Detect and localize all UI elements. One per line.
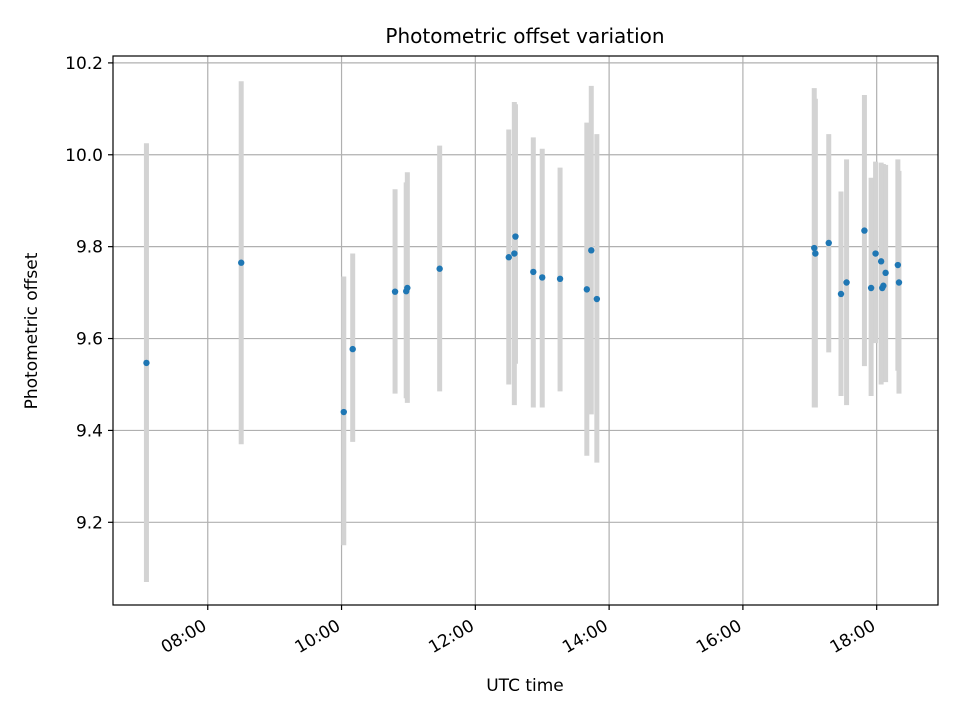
point-layer	[143, 227, 903, 416]
data-point	[238, 259, 245, 266]
data-point	[511, 250, 518, 257]
x-tick-label: 08:00	[158, 616, 210, 658]
y-axis-label: Photometric offset	[22, 252, 42, 409]
chart-title: Photometric offset variation	[385, 24, 664, 48]
x-tick-label: 18:00	[827, 616, 879, 658]
data-point	[880, 282, 887, 289]
y-tick-label: 10.0	[65, 146, 103, 166]
data-point	[837, 290, 845, 298]
plot-frame	[112, 55, 939, 606]
data-point	[530, 268, 537, 276]
data-point	[843, 279, 850, 286]
y-axis: 9.2 9.4 9.6 9.8 10.0 10.2	[65, 54, 113, 533]
x-tick-label: 16:00	[693, 616, 745, 658]
y-tick-label: 9.2	[76, 513, 103, 533]
data-point	[877, 258, 885, 265]
y-tick-label: 10.2	[65, 54, 103, 74]
data-point	[812, 250, 819, 257]
data-point	[556, 275, 564, 283]
data-point	[867, 284, 875, 292]
data-point	[811, 244, 818, 252]
data-point	[894, 261, 902, 269]
data-point	[539, 274, 546, 281]
data-point	[825, 239, 832, 247]
data-point	[340, 408, 347, 416]
data-point	[512, 233, 519, 240]
x-axis-label: UTC time	[486, 676, 564, 696]
data-point	[583, 286, 591, 293]
data-point	[404, 284, 411, 292]
x-tick-label: 10:00	[292, 616, 344, 658]
data-point	[882, 269, 889, 277]
data-point	[861, 227, 868, 234]
x-tick-label: 12:00	[425, 616, 477, 658]
data-point	[895, 279, 903, 286]
data-point	[349, 345, 356, 353]
data-point	[505, 254, 512, 261]
y-tick-label: 9.6	[76, 330, 103, 350]
data-point	[436, 265, 443, 272]
x-axis: 08:00 10:00 12:00 14:00 16:00 18:00	[158, 605, 879, 658]
x-tick-label: 14:00	[559, 616, 611, 658]
y-tick-label: 9.4	[76, 421, 103, 441]
data-point	[391, 288, 399, 295]
data-point	[593, 295, 601, 303]
data-point	[588, 247, 595, 254]
y-tick-label: 9.8	[76, 238, 103, 258]
data-point	[872, 250, 879, 257]
plot-background	[113, 56, 938, 605]
data-point	[143, 359, 150, 367]
